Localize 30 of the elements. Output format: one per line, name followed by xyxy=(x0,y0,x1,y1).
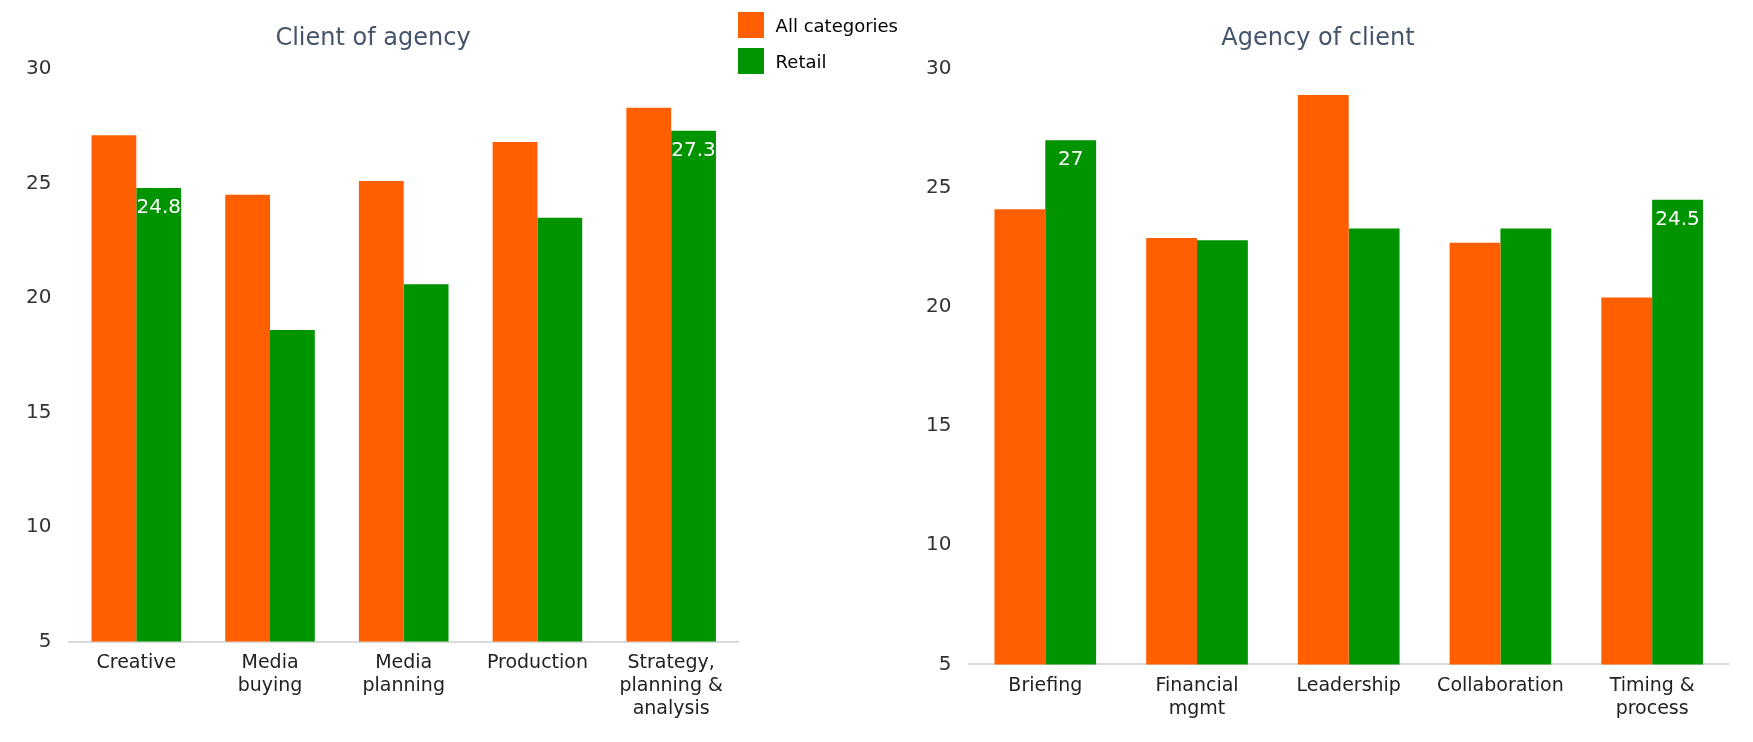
y-tick-label: 5 xyxy=(938,650,952,675)
chart-title: Agency of client xyxy=(1221,22,1415,51)
x-tick-label: Leadership xyxy=(1296,672,1401,695)
y-tick-label: 15 xyxy=(926,412,952,437)
legend-label: All categories xyxy=(775,14,898,36)
legend-label: Retail xyxy=(775,50,827,72)
data-label: 24.5 xyxy=(1655,206,1700,231)
x-tick-label: Production xyxy=(486,649,588,672)
y-tick-label: 25 xyxy=(926,174,952,199)
y-tick-label: 5 xyxy=(38,627,52,652)
y-tick-label: 20 xyxy=(926,293,952,318)
x-tick-label: Timing & process xyxy=(1608,672,1695,718)
y-tick-label: 20 xyxy=(26,284,52,309)
data-label: 24.8 xyxy=(136,194,181,219)
y-tick-label: 25 xyxy=(26,169,52,194)
x-tick-label: Strategy, planning & analysis xyxy=(619,649,723,718)
x-tick-label: Media buying xyxy=(237,649,303,695)
y-tick-label: 10 xyxy=(926,531,952,556)
y-tick-label: 30 xyxy=(926,55,952,79)
y-tick-label: 30 xyxy=(26,55,52,79)
data-label: 27.3 xyxy=(671,136,716,161)
data-label: 27 xyxy=(1057,146,1084,171)
x-tick-label: Media planning xyxy=(362,649,445,695)
x-tick-label: Collaboration xyxy=(1437,672,1564,695)
x-tick-label: Financial mgmt xyxy=(1155,672,1239,718)
y-tick-label: 15 xyxy=(26,398,52,423)
x-tick-label: Briefing xyxy=(1008,672,1083,695)
x-tick-label: Creative xyxy=(96,649,177,672)
chart-title: Client of agency xyxy=(275,22,471,51)
y-tick-label: 10 xyxy=(26,513,52,538)
